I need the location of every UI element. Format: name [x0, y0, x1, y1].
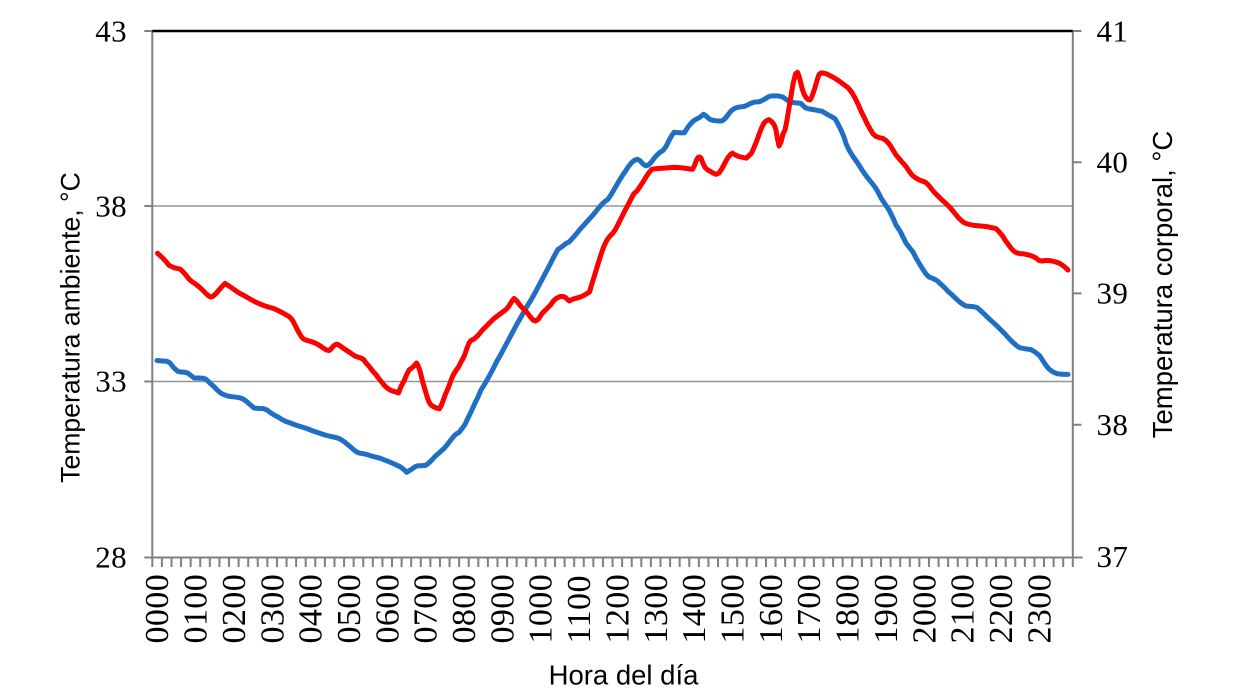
svg-text:Temperatura ambiente, °C: Temperatura ambiente, °C [56, 172, 86, 483]
svg-text:1600: 1600 [753, 574, 790, 644]
svg-text:41: 41 [1097, 13, 1129, 48]
svg-text:Temperatura corporal, °C: Temperatura corporal, °C [1147, 131, 1178, 439]
svg-text:0900: 0900 [484, 574, 521, 644]
svg-text:0500: 0500 [331, 574, 368, 644]
svg-text:1900: 1900 [868, 574, 905, 644]
svg-text:1800: 1800 [830, 574, 867, 644]
svg-text:1300: 1300 [638, 574, 675, 644]
svg-text:1000: 1000 [523, 574, 560, 644]
svg-text:0100: 0100 [178, 574, 215, 644]
svg-text:0300: 0300 [254, 574, 291, 644]
svg-text:2200: 2200 [983, 574, 1020, 644]
svg-text:28: 28 [95, 539, 127, 574]
svg-text:0400: 0400 [293, 574, 330, 644]
svg-text:38: 38 [1097, 407, 1129, 442]
svg-text:39: 39 [1097, 276, 1129, 311]
svg-text:37: 37 [1097, 539, 1129, 574]
svg-text:1700: 1700 [791, 574, 828, 644]
svg-text:Hora del día: Hora del día [549, 660, 700, 691]
svg-text:2000: 2000 [906, 574, 943, 644]
svg-text:0700: 0700 [408, 574, 445, 644]
svg-text:2100: 2100 [945, 574, 982, 644]
svg-text:33: 33 [95, 363, 127, 398]
svg-text:40: 40 [1097, 145, 1129, 180]
svg-text:0600: 0600 [369, 574, 406, 644]
svg-text:0800: 0800 [446, 574, 483, 644]
svg-text:1200: 1200 [599, 574, 636, 644]
svg-text:1400: 1400 [676, 574, 713, 644]
svg-text:2300: 2300 [1021, 574, 1058, 644]
svg-text:1100: 1100 [561, 575, 598, 643]
svg-text:38: 38 [95, 188, 127, 223]
svg-text:1500: 1500 [715, 574, 752, 644]
svg-text:0200: 0200 [216, 574, 253, 644]
svg-text:0000: 0000 [139, 574, 176, 644]
svg-text:43: 43 [95, 13, 127, 48]
